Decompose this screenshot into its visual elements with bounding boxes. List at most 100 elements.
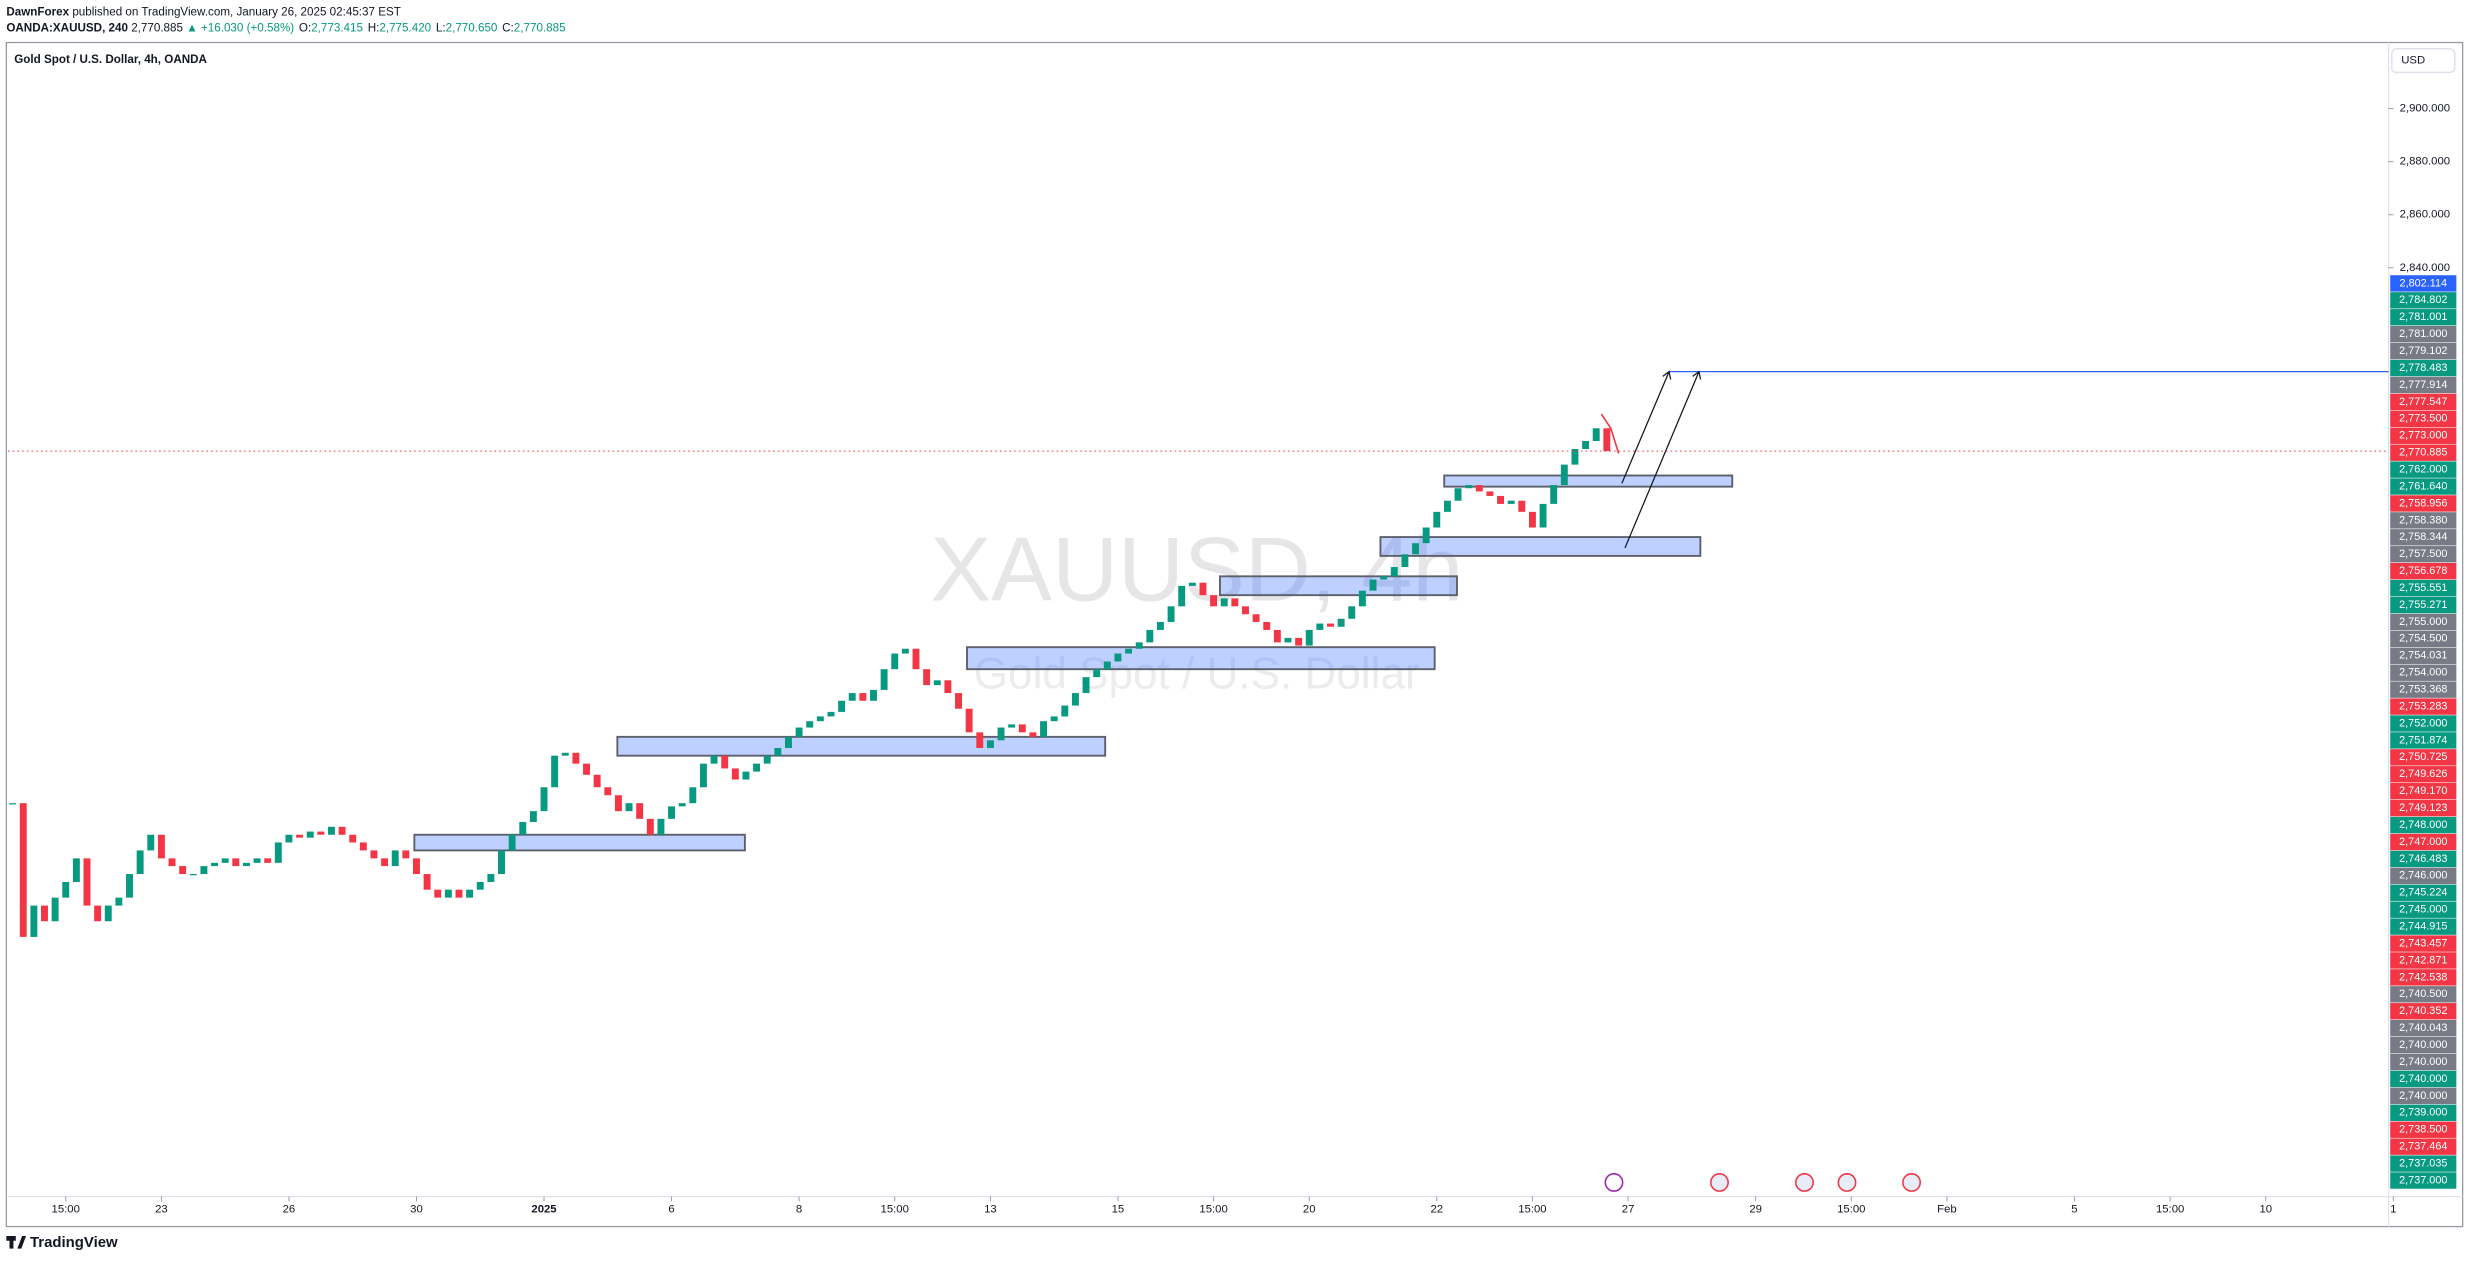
price-tag-bg — [2390, 562, 2457, 580]
price-tag: 2,744.915 — [2399, 920, 2447, 932]
candle — [1242, 606, 1249, 615]
price-tag-bg — [2390, 1003, 2457, 1020]
candle — [1433, 511, 1441, 528]
candle — [381, 858, 389, 867]
price-tag-bg — [2390, 952, 2457, 969]
price-tag: 2,754.031 — [2399, 650, 2447, 662]
event-icon[interactable] — [1902, 1173, 1922, 1192]
candle — [1125, 648, 1133, 654]
candle — [593, 774, 601, 788]
price-tag: 2,756.678 — [2399, 565, 2447, 577]
candle — [742, 771, 750, 780]
candle — [1008, 724, 1016, 728]
logo-mark — [9, 1236, 14, 1249]
price-tag: 2,740.000 — [2399, 1056, 2447, 1068]
x-tick-label: 22 — [1430, 1203, 1443, 1215]
candle — [519, 822, 527, 835]
candle — [62, 881, 70, 898]
price-tag-bg — [2390, 427, 2457, 444]
event-icon[interactable] — [1710, 1173, 1729, 1192]
price-tag-bg — [2390, 867, 2457, 885]
price-tag-bg — [2390, 461, 2457, 478]
event-icon[interactable] — [1837, 1173, 1857, 1192]
price-tag-bg — [2390, 410, 2457, 428]
candle — [264, 858, 272, 863]
candle — [1082, 677, 1090, 694]
event-icon[interactable] — [1795, 1173, 1814, 1192]
candles — [9, 428, 1611, 937]
candle — [189, 874, 197, 876]
candle — [816, 716, 824, 722]
price-tag: 2,740.000 — [2399, 1073, 2447, 1085]
candle — [1210, 595, 1218, 607]
candle — [583, 763, 590, 775]
price-tag-bg — [2390, 579, 2457, 597]
candle — [838, 700, 846, 712]
price-tag-bg — [2390, 630, 2457, 648]
candle — [1358, 590, 1366, 607]
price-tag: 2,755.000 — [2399, 616, 2447, 628]
price-tag: 2,745.000 — [2399, 904, 2447, 916]
ohlc-value: 2,770.885 — [514, 21, 566, 34]
currency-box[interactable] — [2391, 48, 2456, 74]
candle — [455, 889, 463, 898]
price-tag: 2,742.871 — [2399, 954, 2447, 966]
ohlc-key: L: — [436, 21, 446, 34]
candle — [1093, 669, 1101, 678]
price-tag: 2,739.000 — [2399, 1107, 2447, 1119]
price-tag-bg — [2390, 1155, 2457, 1172]
change: ▲ +16.030 (+0.58%) — [186, 21, 294, 34]
candle — [296, 834, 304, 838]
candle — [147, 834, 155, 851]
price-tag: 2,777.914 — [2399, 379, 2447, 391]
candle — [1146, 629, 1154, 643]
candle — [51, 897, 59, 922]
candle — [338, 826, 346, 835]
event-icon[interactable] — [1604, 1173, 1624, 1192]
price-tag: 2,755.271 — [2399, 599, 2447, 611]
candle — [1103, 661, 1111, 670]
candle — [657, 818, 665, 835]
chart-title: Gold Spot / U.S. Dollar, 4h, OANDA — [14, 53, 207, 66]
price-tag: 2,749.170 — [2399, 785, 2447, 797]
price-tag: 2,754.500 — [2399, 633, 2447, 645]
footer-brand: TradingView — [30, 1234, 118, 1251]
candle — [1412, 543, 1419, 555]
candle — [848, 693, 856, 701]
x-tick-label: 2025 — [531, 1203, 556, 1215]
price-tag: 2,748.000 — [2399, 819, 2447, 831]
price-tag-bg — [2390, 969, 2457, 986]
candle — [1295, 637, 1303, 646]
ohlc-key: H: — [368, 21, 380, 34]
price-tag-bg — [2390, 935, 2457, 952]
candle — [1380, 576, 1388, 580]
price-tag-bg — [2390, 1121, 2457, 1138]
candle — [423, 874, 431, 890]
price-tag-bg — [2390, 901, 2457, 918]
candle — [94, 905, 102, 922]
y-tick-label: 2,860.000 — [2400, 209, 2450, 221]
currency[interactable]: USD — [2401, 55, 2425, 67]
price-tag: 2,749.626 — [2399, 768, 2447, 780]
candle — [242, 862, 250, 867]
x-tick-label: 15:00 — [1199, 1203, 1227, 1215]
candle — [221, 858, 229, 863]
candle — [1582, 441, 1590, 449]
candle — [1071, 693, 1079, 706]
price-tag: 2,743.457 — [2399, 937, 2447, 949]
candle — [1422, 527, 1430, 544]
x-tick-label: 5 — [2071, 1203, 2077, 1215]
price-tag-bg — [2390, 342, 2457, 360]
projection-arrow — [1624, 371, 1700, 549]
published: published on TradingView.com, January 26… — [72, 6, 401, 19]
candle — [253, 858, 261, 863]
price-tag-bg — [2390, 326, 2457, 343]
publish-line: DawnForex published on TradingView.com, … — [6, 6, 401, 19]
price-tag-bg — [2390, 1172, 2457, 1189]
chart-frame — [5, 41, 2464, 1228]
candle — [83, 858, 91, 906]
candle — [774, 747, 782, 756]
candle — [19, 803, 27, 937]
zone — [616, 735, 1107, 757]
candle — [402, 850, 410, 859]
